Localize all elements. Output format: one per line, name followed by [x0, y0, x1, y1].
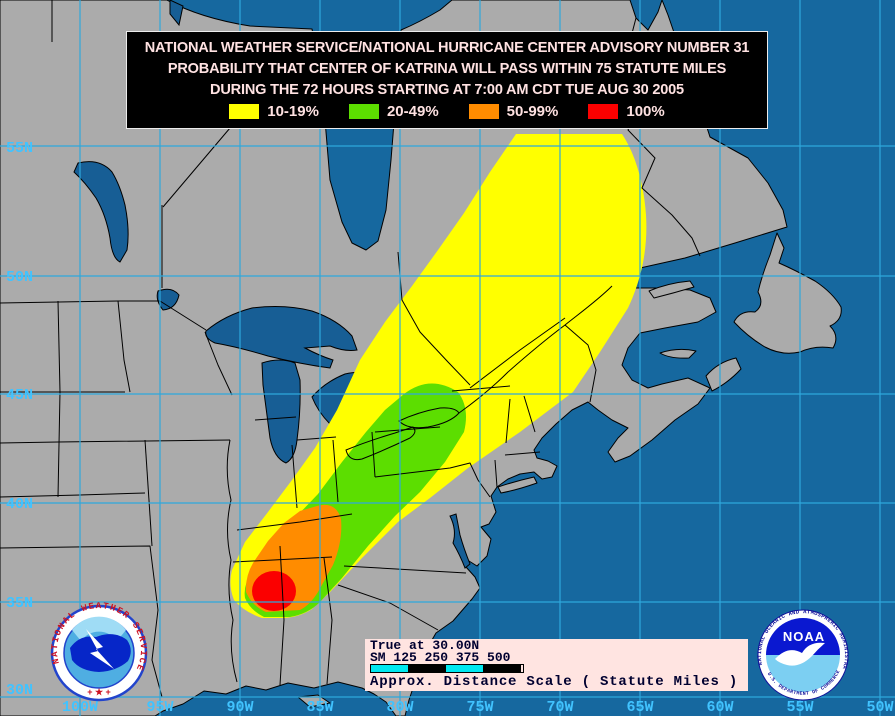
political-borders: [0, 0, 701, 698]
lake-winnipeg: [73, 161, 129, 263]
lat-label: 30N: [6, 682, 33, 699]
lat-label: 40N: [6, 496, 33, 513]
nws-logo: NATIONAL WEATHER SERVICE + ★ +: [50, 601, 148, 702]
legend-swatch-20-49: [348, 104, 379, 119]
legend-item: 20-49%: [348, 103, 439, 120]
scale-bar-seg: [371, 665, 408, 672]
nws-continent: [70, 634, 131, 672]
lon-label: 60W: [706, 699, 733, 716]
legend-item: 10-19%: [229, 103, 319, 120]
legend-label: 10-19%: [267, 103, 319, 120]
lon-label: 75W: [466, 699, 493, 716]
advisory-line-1: NATIONAL WEATHER SERVICE/NATIONAL HURRIC…: [144, 39, 750, 56]
advisory-line-2: PROBABILITY THAT CENTER OF KATRINA WILL …: [167, 60, 727, 77]
lon-label: 95W: [146, 699, 173, 716]
island-long-island: [497, 476, 538, 494]
lake-winnipegosis: [169, 0, 184, 27]
distance-scale-box: True at 30.00N SM 125 250 375 500 Approx…: [365, 639, 748, 691]
scale-ticks: SM 125 250 375 500: [370, 650, 511, 665]
island-pei: [659, 348, 697, 359]
legend-swatch-10-19: [229, 104, 260, 119]
lon-label: 55W: [786, 699, 813, 716]
island-anticosti: [648, 280, 695, 299]
nws-bottom-marks: + ★ +: [87, 687, 111, 697]
chesapeake-bay: [449, 513, 471, 569]
swath-100: [252, 571, 296, 611]
lat-label: 55N: [6, 140, 33, 157]
scale-bar-seg: [408, 665, 446, 672]
scale-bar-seg: [483, 665, 521, 672]
advisory-line-3: DURING THE 72 HOURS STARTING AT 7:00 AM …: [210, 81, 684, 98]
lon-label: 65W: [626, 699, 653, 716]
legend-item: 100%: [588, 103, 665, 120]
scale-bar: [370, 664, 524, 673]
scale-true-at: True at 30.00N: [370, 638, 480, 653]
legend-swatch-100: [588, 104, 619, 119]
legend-label: 50-99%: [506, 103, 559, 120]
lon-label: 80W: [386, 699, 413, 716]
noaa-wordmark: NOAA: [783, 629, 825, 644]
legend-swatch-50-99: [468, 104, 499, 119]
island-cape-breton: [705, 357, 742, 392]
delta-islands: [297, 694, 331, 708]
grid-labels: 55N 50N 45N 40N 35N 30N 100W 95W 90W 85W…: [6, 140, 894, 716]
lon-label: 100W: [62, 699, 98, 716]
noaa-seagull-icon: [775, 642, 825, 666]
lon-label: 50W: [866, 699, 893, 716]
scale-bar-seg: [446, 665, 483, 672]
legend-label: 20-49%: [386, 103, 439, 120]
lon-label: 85W: [306, 699, 333, 716]
lake-of-the-woods: [156, 288, 180, 311]
lon-label: 90W: [226, 699, 253, 716]
lat-label: 35N: [6, 595, 33, 612]
lake-superior: [205, 306, 358, 369]
probability-legend: 10-19% 20-49% 50-99% 100%: [127, 103, 767, 120]
legend-label: 100%: [626, 103, 665, 120]
legend-item: 50-99%: [468, 103, 559, 120]
lat-label: 50N: [6, 269, 33, 286]
nws-lightning-icon: [86, 629, 114, 669]
lat-label: 45N: [6, 387, 33, 404]
advisory-title-box: NATIONAL WEATHER SERVICE/NATIONAL HURRIC…: [126, 31, 768, 129]
scale-caption: Approx. Distance Scale ( Statute Miles ): [370, 674, 739, 690]
lon-label: 70W: [546, 699, 573, 716]
